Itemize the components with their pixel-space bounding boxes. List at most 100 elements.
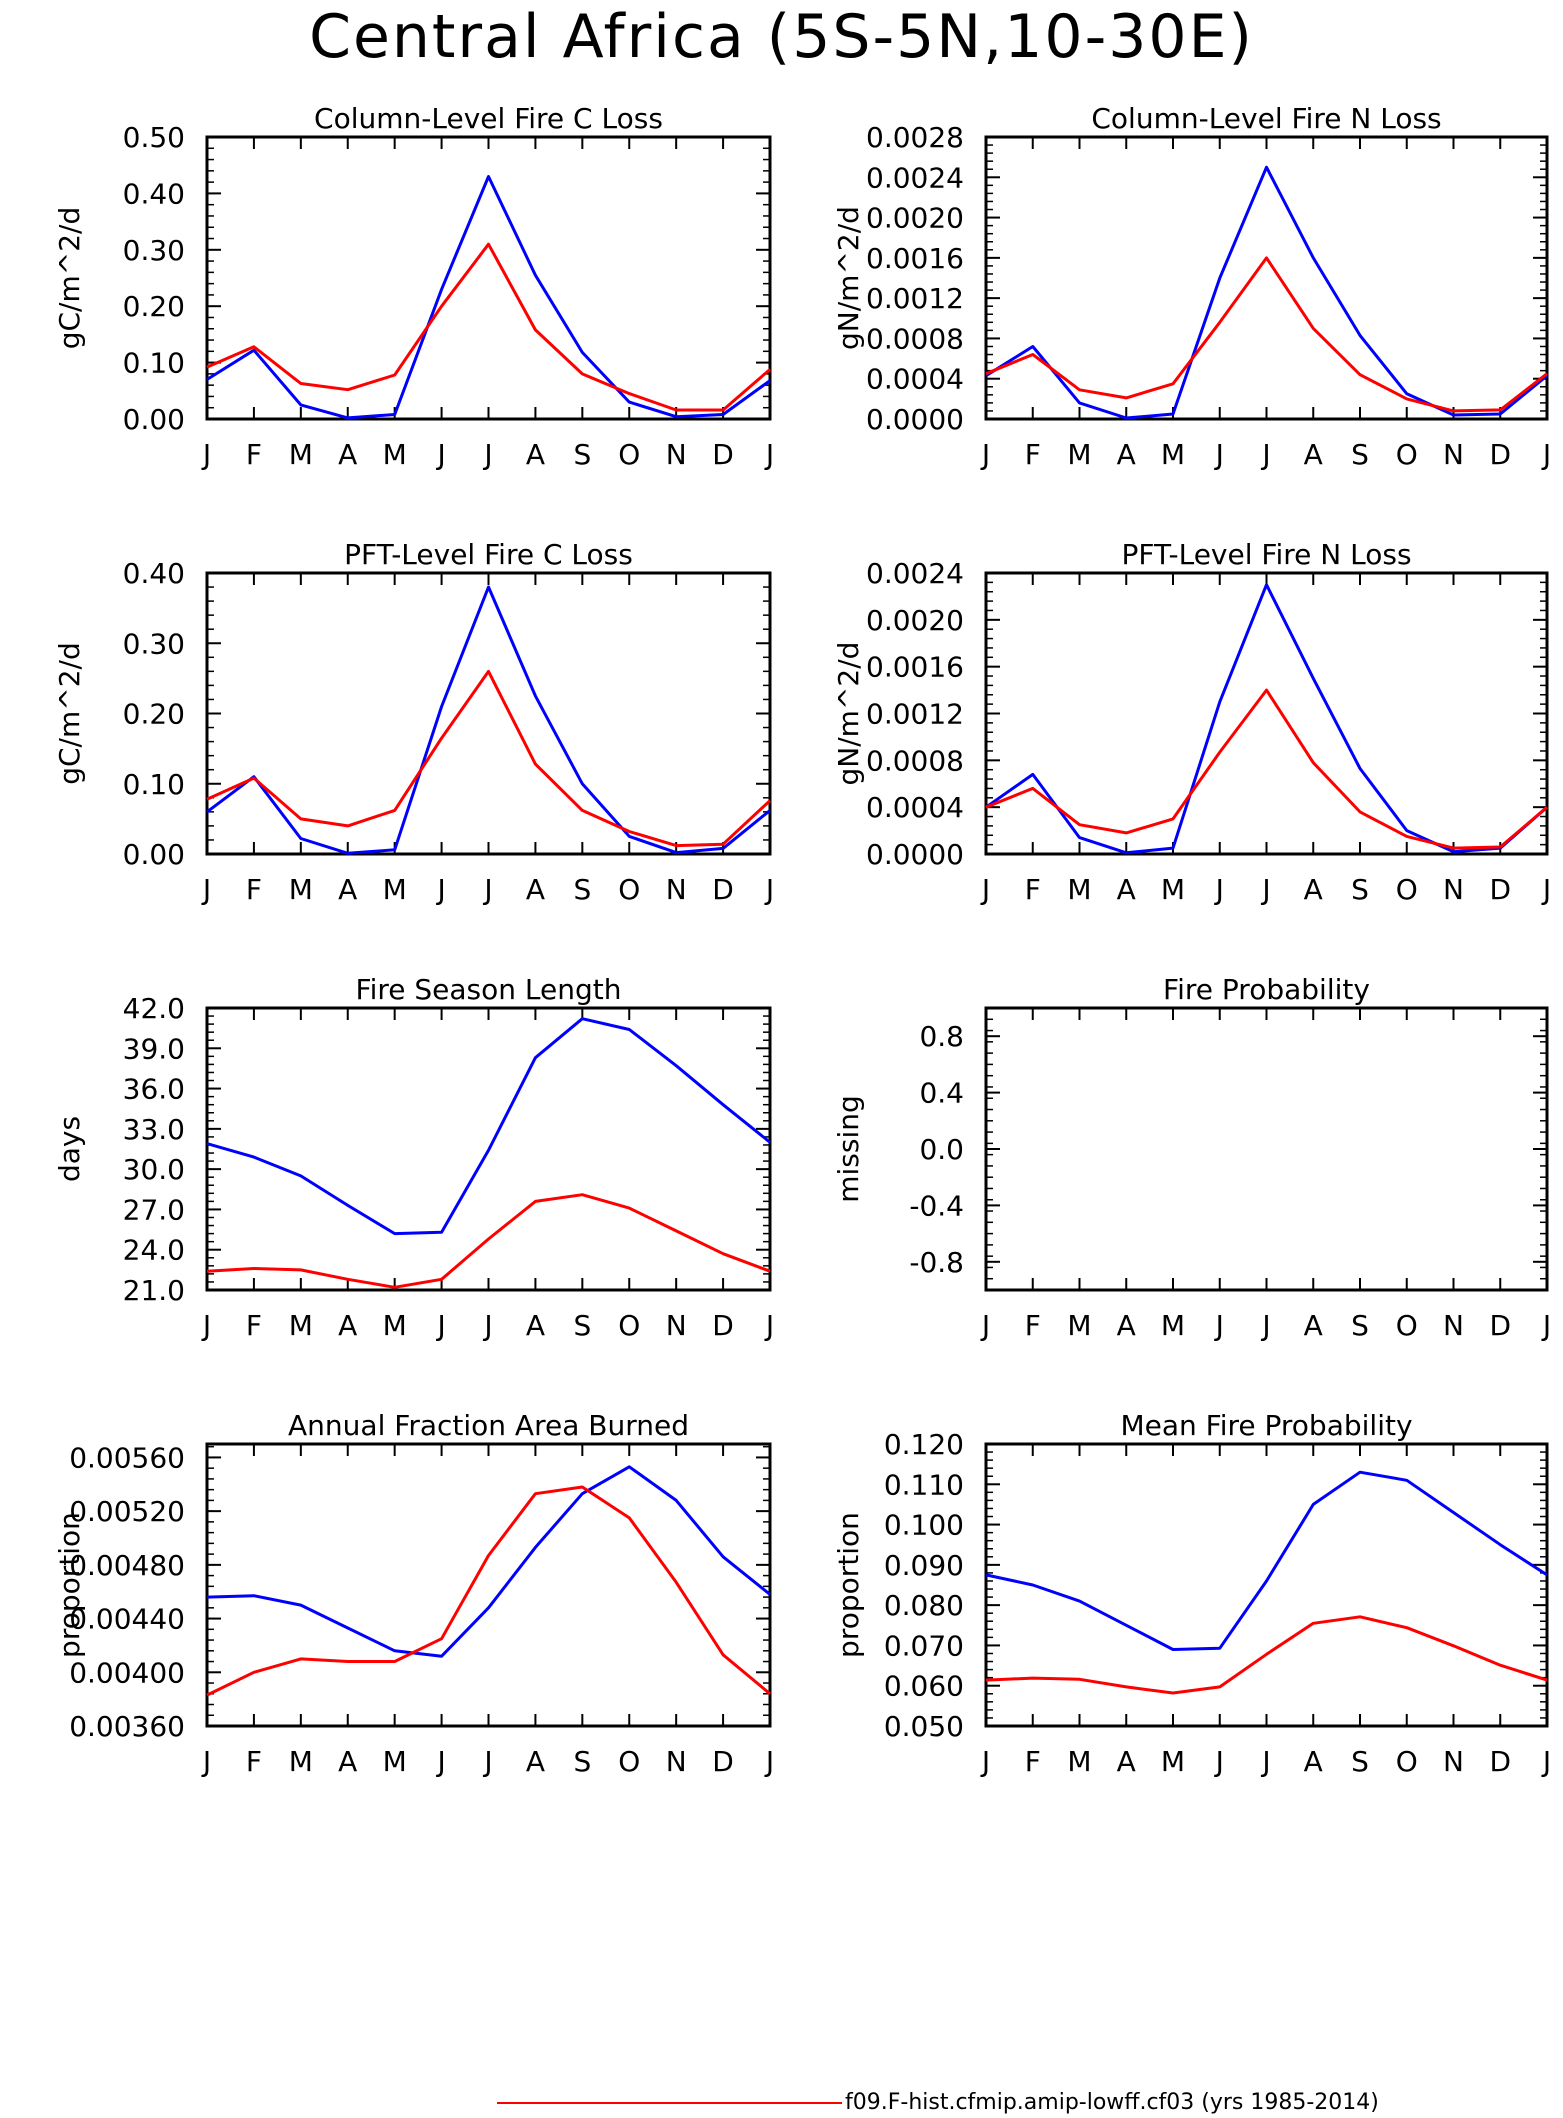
x-tick-label: S xyxy=(573,438,591,471)
x-tick-label: D xyxy=(712,1309,734,1342)
x-tick-label: A xyxy=(338,873,357,906)
x-tick-label: M xyxy=(1067,438,1091,471)
y-axis-label: missing xyxy=(832,1095,865,1203)
y-axis-label: proportion xyxy=(53,1512,86,1658)
y-tick-label: 0.10 xyxy=(123,347,185,380)
plot-frame xyxy=(984,1006,1549,1292)
y-tick-label: 0.00 xyxy=(123,403,185,436)
x-tick-label: N xyxy=(666,1309,687,1342)
x-tick-label: M xyxy=(289,1745,313,1778)
y-tick-label: 0.10 xyxy=(123,768,185,801)
x-tick-label: A xyxy=(338,1309,357,1342)
x-tick-label: D xyxy=(712,438,734,471)
y-tick-label: 0.20 xyxy=(123,290,185,323)
y-tick-label: 0.4 xyxy=(919,1077,964,1110)
chart-title: Fire Season Length xyxy=(356,973,622,1006)
x-tick-label: J xyxy=(764,1745,774,1778)
x-tick-label: D xyxy=(1489,438,1511,471)
x-tick-label: A xyxy=(1117,1309,1136,1342)
y-axis-label: gN/m^2/d xyxy=(832,642,865,786)
series-line-2 xyxy=(206,1193,771,1289)
x-tick-label: J xyxy=(435,873,445,906)
x-tick-label: O xyxy=(1396,1745,1418,1778)
x-tick-label: J xyxy=(1541,1309,1551,1342)
y-tick-label: 0.00520 xyxy=(69,1495,185,1528)
x-tick-label: J xyxy=(764,873,774,906)
series-line-2 xyxy=(985,688,1548,850)
y-tick-label: 0.0000 xyxy=(866,403,964,436)
y-tick-label: -0.8 xyxy=(909,1246,964,1279)
x-tick-label: M xyxy=(1067,1309,1091,1342)
x-tick-label: J xyxy=(1214,1309,1224,1342)
y-tick-label: 0.110 xyxy=(884,1468,964,1501)
y-tick-label: 36.0 xyxy=(123,1073,185,1106)
x-tick-label: D xyxy=(712,1745,734,1778)
x-tick-label: F xyxy=(246,873,262,906)
x-tick-label: A xyxy=(1117,438,1136,471)
x-tick-label: N xyxy=(666,873,687,906)
y-tick-label: 0.00 xyxy=(123,838,185,871)
y-tick-label: 0.100 xyxy=(884,1509,964,1542)
page-title: Central Africa (5S-5N,10-30E) xyxy=(309,2,1254,72)
x-tick-label: J xyxy=(1541,1745,1551,1778)
x-tick-label: M xyxy=(383,873,407,906)
legend-line-swatch xyxy=(497,2102,842,2104)
plot-frame xyxy=(984,135,1549,421)
x-tick-label: D xyxy=(1489,1745,1511,1778)
x-tick-label: J xyxy=(980,438,990,471)
y-tick-label: 0.00480 xyxy=(69,1549,185,1582)
x-tick-label: O xyxy=(618,438,640,471)
x-tick-label: M xyxy=(1161,1309,1185,1342)
x-tick-label: A xyxy=(1304,873,1323,906)
x-tick-label: M xyxy=(383,1309,407,1342)
x-tick-label: M xyxy=(1161,438,1185,471)
plot-frame xyxy=(205,1442,772,1728)
x-tick-label: N xyxy=(1443,438,1464,471)
chart-title: PFT-Level Fire N Loss xyxy=(1121,538,1411,571)
x-tick-label: M xyxy=(289,438,313,471)
x-tick-label: F xyxy=(246,438,262,471)
y-tick-label: 42.0 xyxy=(123,992,185,1025)
x-tick-label: A xyxy=(1117,873,1136,906)
y-tick-label: 0.0016 xyxy=(866,651,964,684)
x-tick-label: A xyxy=(1304,1745,1323,1778)
y-tick-label: 0.0020 xyxy=(866,202,964,235)
y-tick-label: 0.00360 xyxy=(69,1710,185,1743)
x-tick-label: M xyxy=(383,438,407,471)
y-tick-label: 0.8 xyxy=(919,1020,964,1053)
y-tick-label: 0.0028 xyxy=(866,121,964,154)
y-tick-label: 0.0012 xyxy=(866,698,964,731)
y-tick-label: 0.50 xyxy=(123,121,185,154)
x-tick-label: J xyxy=(201,873,211,906)
x-tick-label: A xyxy=(526,873,545,906)
x-tick-label: J xyxy=(980,1745,990,1778)
x-tick-label: O xyxy=(1396,873,1418,906)
series-line-1 xyxy=(985,1470,1548,1651)
x-tick-label: J xyxy=(980,1309,990,1342)
x-tick-label: J xyxy=(764,438,774,471)
y-axis-label: proportion xyxy=(832,1512,865,1658)
x-tick-label: J xyxy=(1214,438,1224,471)
chart-title: Annual Fraction Area Burned xyxy=(288,1409,689,1442)
x-tick-label: S xyxy=(1351,873,1369,906)
x-tick-label: D xyxy=(1489,1309,1511,1342)
series-line-2 xyxy=(985,256,1548,413)
x-tick-label: J xyxy=(482,1745,492,1778)
x-tick-label: A xyxy=(1304,438,1323,471)
y-tick-label: 30.0 xyxy=(123,1153,185,1186)
y-tick-label: 21.0 xyxy=(123,1274,185,1307)
legend-label: f09.F-hist.cfmip.amip-lowff.cf03 (yrs 19… xyxy=(845,2090,1379,2115)
x-tick-label: J xyxy=(435,1309,445,1342)
x-tick-label: A xyxy=(526,1745,545,1778)
x-tick-label: O xyxy=(1396,438,1418,471)
series-line-1 xyxy=(985,583,1548,855)
y-axis-label: days xyxy=(53,1116,86,1182)
x-tick-label: J xyxy=(201,1309,211,1342)
x-tick-label: J xyxy=(1214,873,1224,906)
x-tick-label: J xyxy=(435,438,445,471)
x-tick-label: M xyxy=(1161,873,1185,906)
x-tick-label: A xyxy=(1304,1309,1323,1342)
y-tick-label: 0.070 xyxy=(884,1629,964,1662)
